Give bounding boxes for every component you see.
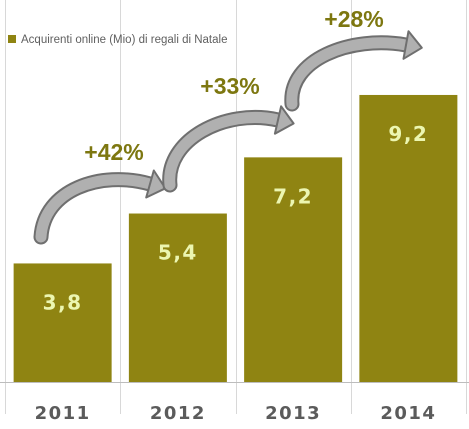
x-tick-label-2011: 2011 [35,403,91,424]
bar-2012 [128,213,227,382]
value-label-2011: 3,8 [43,290,83,314]
arrow-body [35,174,156,243]
growth-label-2: +33% [200,73,259,99]
x-tick-label-2014: 2014 [380,403,436,424]
growth-arrow-2012-2013 [162,105,295,193]
arrow-head [402,30,423,60]
bar-2014 [359,94,458,383]
arrow-body [286,37,412,110]
arrow-body [164,111,284,191]
arrow-head [145,169,167,199]
bars-layer [13,94,458,383]
labels-layer: 3,8 5,4 7,2 9,2 2011 2012 2013 2014 +42% +33% +28% [35,6,436,424]
legend: Acquirenti online (Mio) di regali di Nat… [8,34,227,46]
grid-layer [0,0,469,414]
legend-label: Acquirenti online (Mio) di regali di Nat… [21,34,227,46]
growth-label-3: +28% [324,6,383,32]
growth-arrow-2013-2014 [284,30,423,112]
value-label-2013: 7,2 [273,184,313,208]
bar-2013 [244,157,343,382]
value-label-2012: 5,4 [158,241,198,265]
x-tick-label-2012: 2012 [150,403,206,424]
x-tick-label-2013: 2013 [265,403,321,424]
growth-label-1: +42% [84,139,143,165]
bar-2011 [13,263,112,382]
growth-arrow-2011-2012 [33,169,167,245]
legend-swatch [8,35,16,43]
arrow-head [273,105,295,135]
growth-arrows-layer [33,30,423,245]
value-label-2014: 9,2 [388,122,428,146]
